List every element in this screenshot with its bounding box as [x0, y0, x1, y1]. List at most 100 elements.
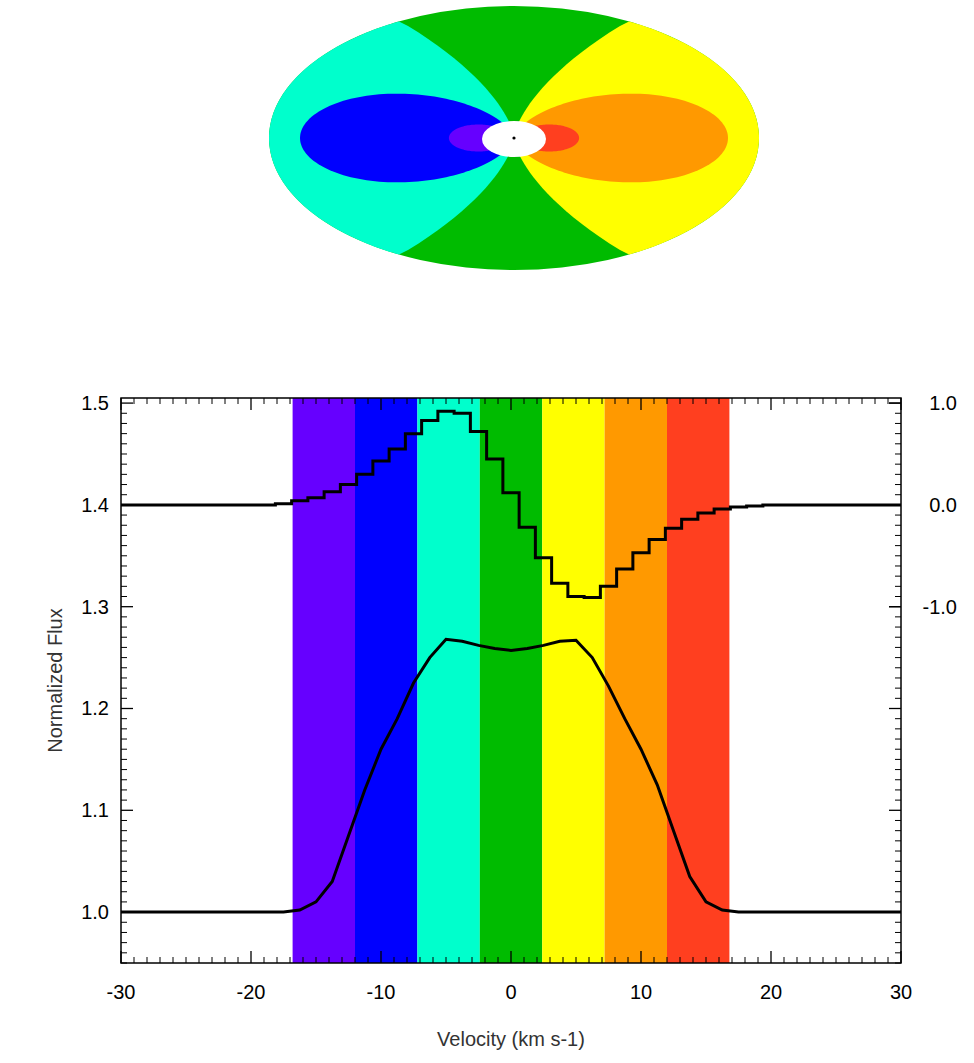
- y-minor-tick: [895, 881, 901, 882]
- x-minor-tick: [472, 398, 473, 404]
- y-tick-label: 1.0: [81, 901, 109, 923]
- x-minor-tick: [693, 957, 694, 963]
- x-minor-tick: [537, 957, 538, 963]
- x-minor-tick: [433, 398, 434, 404]
- y-tick: [889, 911, 901, 912]
- y-tick: [889, 708, 901, 709]
- y-tick: [889, 402, 901, 403]
- x-minor-tick: [290, 398, 291, 404]
- y-minor-tick: [121, 840, 127, 841]
- x-minor-tick: [719, 398, 720, 404]
- x-minor-tick: [680, 957, 681, 963]
- x-minor-tick: [797, 957, 798, 963]
- y-tick: [121, 402, 133, 403]
- x-minor-tick: [745, 398, 746, 404]
- disk-center: [482, 121, 546, 157]
- y-minor-tick: [121, 637, 127, 638]
- x-minor-tick: [199, 957, 200, 963]
- y-minor-tick: [895, 423, 901, 424]
- y-minor-tick: [895, 952, 901, 953]
- y-tick-label: 1.2: [81, 697, 109, 719]
- y-minor-tick: [895, 677, 901, 678]
- x-minor-tick: [654, 398, 655, 404]
- y-minor-tick: [895, 657, 901, 658]
- y-minor-tick: [895, 922, 901, 923]
- x-minor-tick: [849, 957, 850, 963]
- y-minor-tick: [121, 922, 127, 923]
- y-minor-tick: [121, 830, 127, 831]
- y-minor-tick: [121, 820, 127, 821]
- y-minor-tick: [121, 952, 127, 953]
- y-minor-tick: [121, 474, 127, 475]
- x-minor-tick: [823, 957, 824, 963]
- chart: -30-20-1001020301.01.11.21.31.41.5-1.00.…: [0, 0, 974, 1063]
- x-tick: [640, 951, 641, 963]
- x-minor-tick: [355, 398, 356, 404]
- disk-lobe: [514, 94, 728, 183]
- y-minor-tick: [895, 769, 901, 770]
- y-minor-tick: [121, 433, 127, 434]
- y-minor-tick: [121, 789, 127, 790]
- x-minor-tick: [667, 957, 668, 963]
- x-tick: [770, 398, 771, 410]
- y-tick-label: 1.3: [81, 596, 109, 618]
- y-minor-tick: [121, 769, 127, 770]
- x-minor-tick: [602, 398, 603, 404]
- x-minor-tick: [693, 398, 694, 404]
- series-line: [121, 411, 901, 597]
- x-minor-tick: [888, 957, 889, 963]
- x-minor-tick: [888, 398, 889, 404]
- y-tick: [889, 810, 901, 811]
- x-tick: [900, 398, 901, 410]
- x-axis-title: Velocity (km s-1): [437, 1028, 585, 1050]
- x-minor-tick: [836, 398, 837, 404]
- x-tick-label: 30: [890, 981, 912, 1003]
- x-minor-tick: [849, 398, 850, 404]
- y-tick-label: 1.1: [81, 799, 109, 821]
- x-minor-tick: [524, 957, 525, 963]
- y2-tick: [889, 606, 901, 607]
- velocity-band: [417, 398, 479, 963]
- y-minor-tick: [895, 555, 901, 556]
- y-minor-tick: [895, 535, 901, 536]
- x-minor-tick: [277, 398, 278, 404]
- x-minor-tick: [589, 398, 590, 404]
- x-tick: [770, 951, 771, 963]
- velocity-band: [480, 398, 542, 963]
- x-minor-tick: [602, 957, 603, 963]
- y-minor-tick: [895, 545, 901, 546]
- y-minor-tick: [121, 586, 127, 587]
- y-minor-tick: [895, 942, 901, 943]
- y-minor-tick: [895, 565, 901, 566]
- x-minor-tick: [654, 957, 655, 963]
- x-minor-tick: [550, 957, 551, 963]
- x-minor-tick: [225, 398, 226, 404]
- x-minor-tick: [680, 398, 681, 404]
- y-tick: [121, 911, 133, 912]
- y-minor-tick: [895, 932, 901, 933]
- y-minor-tick: [895, 627, 901, 628]
- y-minor-tick: [121, 515, 127, 516]
- x-minor-tick: [329, 398, 330, 404]
- y-minor-tick: [121, 677, 127, 678]
- x-tick-label: 10: [630, 981, 652, 1003]
- x-minor-tick: [589, 957, 590, 963]
- disk-lobe: [269, 21, 514, 254]
- x-minor-tick: [147, 957, 148, 963]
- x-minor-tick: [797, 398, 798, 404]
- y-tick: [889, 606, 901, 607]
- x-minor-tick: [238, 398, 239, 404]
- y-minor-tick: [895, 464, 901, 465]
- x-minor-tick: [576, 398, 577, 404]
- x-minor-tick: [628, 957, 629, 963]
- x-tick-label: -10: [367, 981, 396, 1003]
- x-minor-tick: [446, 957, 447, 963]
- y-tick-label: 1.5: [81, 392, 109, 414]
- y-minor-tick: [895, 596, 901, 597]
- x-minor-tick: [316, 398, 317, 404]
- y-minor-tick: [895, 433, 901, 434]
- x-minor-tick: [173, 957, 174, 963]
- y-minor-tick: [895, 494, 901, 495]
- y-tick-label: 1.4: [81, 494, 109, 516]
- y-minor-tick: [895, 443, 901, 444]
